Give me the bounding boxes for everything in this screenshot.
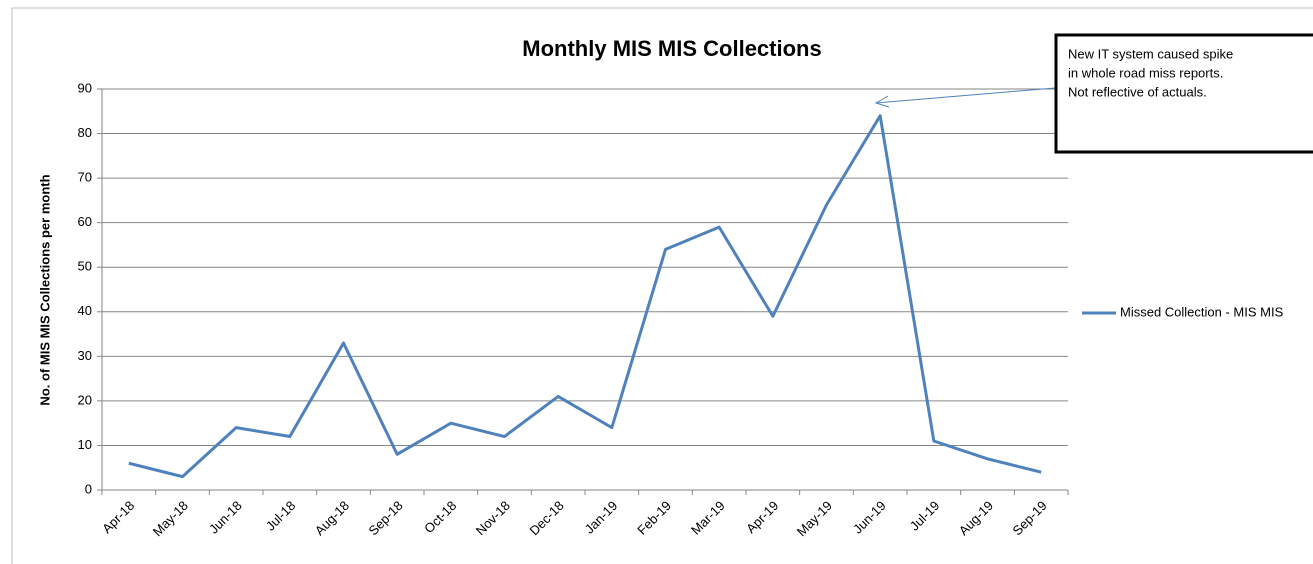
- x-tick-label: Apr-18: [99, 498, 137, 536]
- y-tick-label: 90: [78, 80, 92, 95]
- y-tick-label: 80: [78, 125, 92, 140]
- x-tick-label: May-19: [794, 498, 835, 539]
- x-tick-label: Jun-18: [206, 498, 245, 537]
- y-tick-label: 50: [78, 259, 92, 274]
- x-tick-label: Aug-19: [956, 498, 996, 538]
- annotation-arrowhead: [874, 95, 890, 108]
- annotation-box: [1054, 33, 1313, 154]
- x-tick-label: Jun-19: [850, 498, 889, 537]
- y-tick-label: 0: [85, 481, 92, 496]
- legend-label: Missed Collection - MIS MIS: [1120, 304, 1284, 319]
- y-tick-label: 60: [78, 214, 92, 229]
- x-tick-label: Aug-18: [312, 498, 352, 538]
- line-series: [128, 114, 1042, 479]
- x-tick-label: Apr-19: [743, 498, 781, 536]
- y-tick-label: 10: [78, 437, 92, 452]
- y-tick-label: 40: [78, 303, 92, 318]
- x-tick-label: Nov-18: [473, 498, 513, 538]
- x-tick-label: Jan-19: [582, 498, 621, 537]
- annotation-text: New IT system caused spike: [1068, 46, 1233, 61]
- x-tick-label: Dec-18: [526, 498, 566, 538]
- x-tick-label: Sep-19: [1009, 498, 1049, 538]
- x-tick-label: Jul-18: [263, 498, 299, 534]
- x-tick-label: Mar-19: [688, 498, 728, 538]
- x-tick-label: Jul-19: [907, 498, 943, 534]
- chart-title: Monthly MIS MIS Collections: [522, 36, 821, 61]
- x-tick-label: Oct-18: [421, 498, 459, 536]
- x-tick-label: May-18: [150, 498, 191, 539]
- y-tick-label: 70: [78, 170, 92, 185]
- y-tick-label: 20: [78, 392, 92, 407]
- annotation-text: in whole road miss reports.: [1068, 65, 1223, 80]
- chart-frame: [11, 7, 1313, 564]
- y-tick-label: 30: [78, 348, 92, 363]
- y-axis-title: No. of MIS MIS Collections per month: [37, 174, 52, 405]
- x-tick-label: Sep-18: [365, 498, 405, 538]
- annotation-text: Not reflective of actuals.: [1068, 84, 1207, 99]
- annotation-arrow: [875, 87, 1056, 104]
- x-tick-label: Feb-19: [634, 498, 674, 538]
